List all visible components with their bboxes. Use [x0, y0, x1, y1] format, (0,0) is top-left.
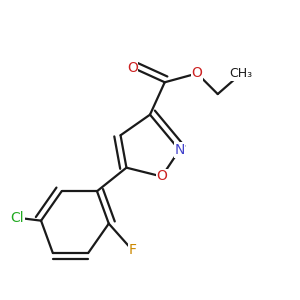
- Text: F: F: [128, 243, 136, 257]
- Text: O: O: [156, 169, 167, 184]
- Text: O: O: [127, 61, 138, 75]
- Text: O: O: [192, 66, 203, 80]
- Text: N: N: [174, 143, 184, 157]
- Text: Cl: Cl: [11, 211, 24, 225]
- Text: CH₃: CH₃: [230, 67, 253, 80]
